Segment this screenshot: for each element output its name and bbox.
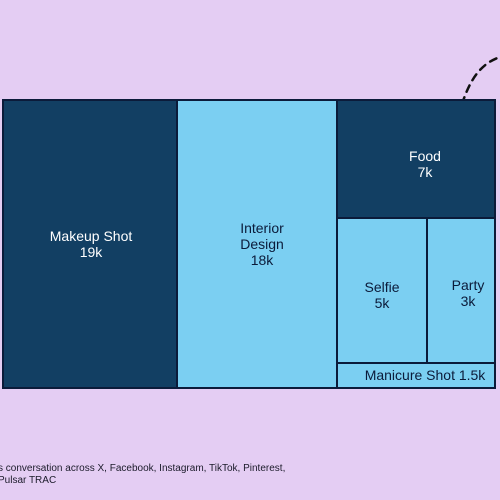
tile-label-interior-design: Interior Design 18k (240, 220, 284, 268)
source-line-1: s conversation across X, Facebook, Insta… (0, 463, 286, 474)
source-note: s conversation across X, Facebook, Insta… (0, 463, 285, 487)
tile-manicure-shot (336, 362, 496, 389)
tile-label-party: Party 3k (452, 277, 485, 309)
dashed-arrow-decoration (460, 55, 500, 106)
tile-label-makeup-shot: Makeup Shot 19k (50, 228, 133, 260)
tile-food (336, 99, 496, 219)
tile-label-manicure-shot: Manicure Shot 1.5k (365, 367, 487, 383)
tile-label-food: Food 7k (409, 148, 441, 180)
tile-label-selfie: Selfie 5k (364, 279, 399, 311)
source-line-2: Pulsar TRAC (0, 475, 57, 486)
tile-makeup-shot (2, 99, 178, 389)
